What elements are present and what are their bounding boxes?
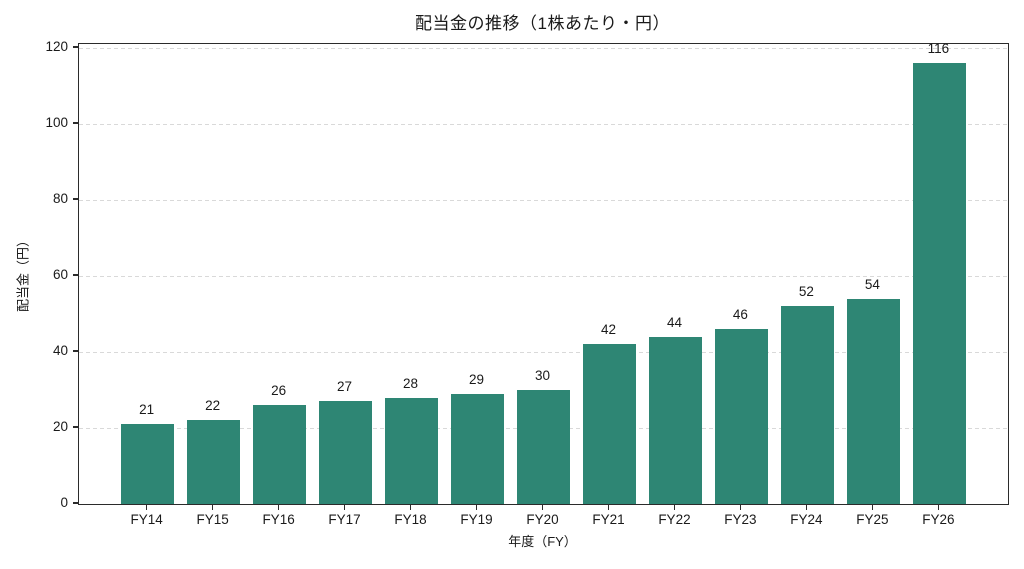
y-tick-label: 120 [45, 38, 68, 54]
x-tick-label-FY26: FY26 [922, 512, 955, 527]
x-tick-mark [805, 504, 808, 510]
bar-value-label-FY23: 46 [732, 307, 748, 323]
bar-value-label-FY18: 28 [403, 375, 419, 391]
bar-FY19 [451, 393, 504, 504]
x-axis-label: 年度（FY） [508, 534, 577, 549]
bar-FY25 [847, 298, 900, 504]
y-tick-label: 60 [52, 266, 68, 282]
y-tick-mark [73, 502, 78, 504]
bar-value-label-FY20: 30 [534, 367, 551, 383]
x-tick-label-FY19: FY19 [460, 512, 493, 527]
y-tick-mark [73, 122, 78, 124]
x-tick-mark [871, 504, 874, 510]
gridline-y-40 [79, 351, 1008, 353]
gridline-y-80 [79, 199, 1008, 201]
y-tick-label: 20 [52, 418, 68, 434]
bar-value-label-FY16: 26 [271, 383, 287, 399]
gridline-y-120 [79, 47, 1008, 49]
bar-value-label-FY14: 21 [139, 402, 155, 418]
x-tick-mark [607, 504, 610, 510]
bar-FY20 [517, 389, 570, 504]
bar-FY26 [912, 63, 966, 504]
bar-FY22 [649, 336, 702, 504]
bar-value-label-FY22: 44 [666, 314, 682, 330]
y-tick-label: 100 [45, 114, 68, 130]
bar-FY16 [253, 405, 306, 504]
bar-value-label-FY15: 22 [205, 398, 221, 414]
y-tick-label: 0 [60, 495, 68, 510]
bar-FY18 [385, 397, 438, 504]
bar-value-label-FY24: 52 [798, 284, 814, 300]
bar-FY21 [583, 344, 636, 504]
bar-value-label-FY19: 29 [469, 371, 485, 387]
x-tick-label-FY25: FY25 [856, 512, 889, 527]
y-tick-mark [73, 426, 78, 428]
bar-value-label-FY25: 54 [864, 276, 880, 292]
bar-FY14 [121, 424, 174, 504]
x-tick-mark [409, 504, 412, 510]
x-tick-label-FY23: FY23 [724, 512, 757, 527]
y-tick-mark [73, 274, 78, 276]
x-tick-mark [343, 504, 346, 510]
x-tick-label-FY21: FY21 [592, 512, 625, 527]
x-tick-label-FY17: FY17 [328, 512, 361, 527]
y-tick-label: 40 [52, 342, 68, 358]
x-tick-label-FY15: FY15 [196, 512, 229, 527]
y-tick-mark [73, 350, 78, 352]
x-tick-mark [673, 504, 676, 510]
bar-FY23 [715, 329, 768, 504]
x-tick-mark [475, 504, 478, 510]
x-tick-mark [145, 504, 148, 510]
x-tick-mark [739, 504, 742, 510]
bar-value-label-FY26: 116 [927, 41, 950, 56]
bar-FY24 [781, 306, 834, 504]
bar-value-label-FY17: 27 [337, 379, 353, 395]
x-tick-label-FY14: FY14 [130, 512, 163, 527]
x-tick-label-FY22: FY22 [658, 512, 691, 527]
plot-area [78, 43, 1009, 505]
bar-FY17 [319, 401, 372, 504]
y-tick-mark [73, 198, 78, 200]
x-tick-mark [277, 504, 280, 510]
gridline-y-100 [79, 123, 1008, 125]
x-tick-mark [211, 504, 214, 510]
x-tick-mark [541, 504, 544, 510]
x-tick-label-FY16: FY16 [262, 512, 295, 527]
y-tick-mark [73, 46, 78, 48]
x-tick-label-FY24: FY24 [790, 512, 823, 527]
bar-FY15 [187, 420, 240, 504]
x-tick-mark [937, 504, 940, 510]
bar-value-label-FY21: 42 [600, 322, 616, 338]
y-tick-label: 80 [52, 190, 68, 206]
x-tick-label-FY20: FY20 [526, 512, 559, 527]
gridline-y-60 [79, 275, 1008, 277]
chart-title: 配当金の推移（1株あたり・円） [415, 14, 670, 33]
x-tick-label-FY18: FY18 [394, 512, 427, 527]
